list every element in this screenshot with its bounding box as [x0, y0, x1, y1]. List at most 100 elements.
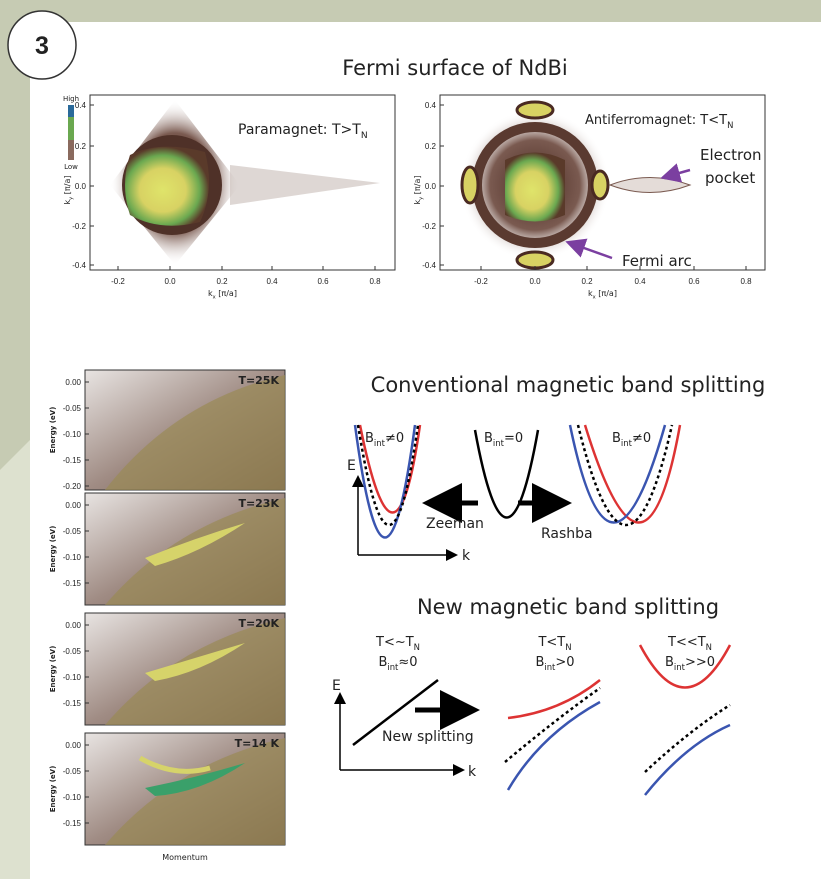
annotation: pocket	[705, 169, 755, 187]
axis-label: E	[347, 458, 356, 474]
colorbar	[68, 140, 74, 160]
band-label: Bint≠0	[612, 431, 651, 448]
band-label-sub: int	[493, 438, 505, 448]
condition-label-rest: >0	[555, 655, 574, 670]
colorbar	[68, 105, 74, 117]
x-tick-label: 0.2	[581, 277, 593, 286]
condition-label: Bint>0	[535, 655, 574, 672]
y-tick-label: 0.4	[75, 101, 87, 110]
condition-label-text: B	[535, 655, 544, 670]
condition-label: T<<TN	[667, 635, 712, 652]
background-band	[0, 440, 30, 879]
y-tick-label: -0.05	[63, 767, 82, 776]
annotation: Zeeman	[426, 516, 484, 532]
panel-label: Antiferromagnet: T<TN	[585, 113, 733, 130]
x-axis-label: Momentum	[162, 853, 208, 862]
x-tick-label: 0.2	[216, 277, 228, 286]
fs-image	[125, 147, 209, 226]
x-tick-label: 0.4	[634, 277, 646, 286]
panel-label-sub: N	[361, 131, 368, 141]
condition-label-sub: int	[544, 662, 556, 672]
y-tick-label: 0.00	[65, 501, 81, 510]
condition-label-text: T<<T	[667, 635, 706, 650]
condition-label-text: B	[378, 655, 387, 670]
x-tick-label: 0.6	[317, 277, 329, 286]
band-label: Bint=0	[484, 431, 523, 448]
band-label-sub: int	[621, 438, 633, 448]
y-axis-label-rest: [π/a]	[413, 176, 422, 197]
y-tick-label: 0.2	[425, 142, 437, 151]
condition-label-sub: int	[674, 662, 686, 672]
x-axis-label-rest: [π/a]	[596, 289, 617, 298]
y-tick-label: -0.05	[63, 527, 82, 536]
condition-label-text: T<T	[537, 635, 565, 650]
x-tick-label: 0.8	[369, 277, 381, 286]
band-label: Bint≠0	[365, 431, 404, 448]
y-tick-label: -0.15	[63, 699, 82, 708]
y-tick-label: -0.10	[63, 430, 82, 439]
annotation: Rashba	[541, 526, 593, 542]
y-tick-label: -0.15	[63, 819, 82, 828]
axis-label: k	[468, 764, 477, 780]
y-tick-label: 0.2	[75, 142, 87, 151]
panel-label-sub: N	[727, 120, 733, 130]
condition-label-sub: N	[414, 642, 420, 652]
y-tick-label: -0.4	[72, 261, 86, 270]
y-tick-label: -0.4	[422, 261, 436, 270]
y-tick-label: 0.0	[425, 182, 437, 191]
x-tick-label: -0.2	[474, 277, 488, 286]
y-axis-label: Energy (eV)	[49, 526, 57, 573]
y-tick-label: -0.2	[72, 222, 86, 231]
temperature-label: T=14 K	[235, 737, 280, 750]
title: Fermi surface of NdBi	[342, 56, 568, 80]
y-tick-label: -0.20	[63, 482, 82, 491]
temperature-label: T=25K	[238, 374, 279, 387]
y-tick-label: 0.00	[65, 378, 81, 387]
condition-label: Bint≈0	[378, 655, 417, 672]
y-tick-label: 0.0	[75, 182, 87, 191]
figure: 3Fermi surface of NdBiHighLow0.40.20.0-0…	[0, 0, 821, 879]
y-tick-label: -0.10	[63, 793, 82, 802]
axis-label: E	[332, 678, 341, 694]
condition-label-rest: >>0	[685, 655, 715, 670]
x-axis-label-rest: [π/a]	[216, 289, 237, 298]
y-tick-label: 0.00	[65, 621, 81, 630]
title: Conventional magnetic band splitting	[371, 373, 766, 397]
band-label-text: B	[612, 431, 621, 446]
y-tick-label: 0.00	[65, 741, 81, 750]
y-axis-label: Energy (eV)	[49, 766, 57, 813]
condition-label-sub: N	[565, 642, 571, 652]
y-tick-label: -0.2	[422, 222, 436, 231]
annotation: Fermi arc	[622, 252, 692, 270]
band-label-rest: ≠0	[385, 431, 404, 446]
badge-number: 3	[35, 32, 49, 60]
x-tick-label: 0.0	[164, 277, 176, 286]
temperature-label: T=20K	[238, 617, 279, 630]
y-tick-label: -0.15	[63, 579, 82, 588]
panel-label-text: Paramagnet: T>T	[238, 122, 361, 138]
y-tick-label: -0.10	[63, 673, 82, 682]
condition-label-text: T<~T	[375, 635, 414, 650]
axis-label: k	[462, 548, 471, 564]
band-label-rest: =0	[504, 431, 523, 446]
annotation: Electron	[700, 146, 762, 164]
band-label-text: B	[365, 431, 374, 446]
x-tick-label: -0.2	[111, 277, 125, 286]
colorbar-label: Low	[64, 163, 78, 171]
panel-label-text: Antiferromagnet: T<T	[585, 113, 727, 128]
band-label-rest: ≠0	[632, 431, 651, 446]
annotation: New splitting	[382, 729, 474, 745]
y-axis-label: Energy (eV)	[49, 407, 57, 454]
y-tick-label: 0.4	[425, 101, 437, 110]
condition-label: T<~TN	[375, 635, 420, 652]
title: New magnetic band splitting	[417, 595, 719, 619]
x-tick-label: 0.4	[266, 277, 278, 286]
fs-image	[592, 171, 608, 199]
fs-image	[517, 102, 553, 118]
y-tick-label: -0.15	[63, 456, 82, 465]
arpes-panel	[85, 370, 285, 490]
condition-label-sub: int	[387, 662, 399, 672]
y-tick-label: -0.05	[63, 404, 82, 413]
x-tick-label: 0.6	[688, 277, 700, 286]
condition-label-text: B	[665, 655, 674, 670]
